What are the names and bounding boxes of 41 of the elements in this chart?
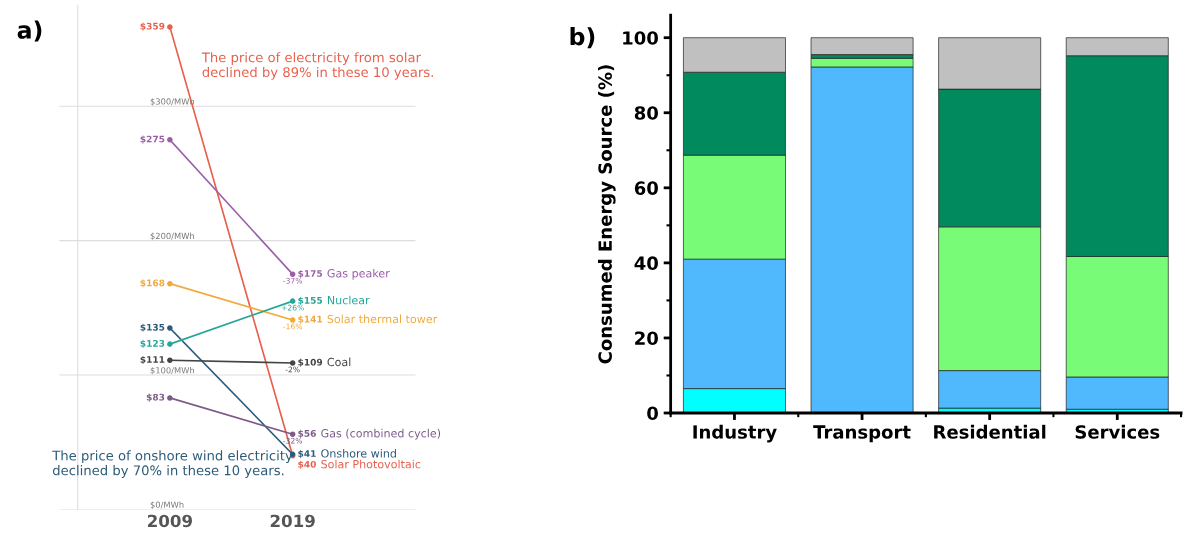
text: Coal — [327, 357, 351, 367]
data-label: $83 — [146, 393, 165, 402]
y-tick-label: 80 — [634, 106, 658, 120]
x-tick-label: Services — [1075, 424, 1160, 439]
annotation: The price of electricity from solar declined by 89% in these 10 years. — [201, 52, 433, 80]
data-label: $109 — [298, 358, 323, 367]
x-tick-label: 2019 — [270, 514, 315, 528]
data-label: $56 — [298, 429, 316, 439]
y-tick-label: 100 — [623, 31, 658, 45]
y-tick-label: 40 — [634, 256, 658, 270]
data-label: $40 — [298, 460, 316, 469]
x-tick-label: Transport — [813, 425, 911, 443]
text: Solar thermal tower — [327, 314, 438, 324]
y-tick-label: $0/MWh — [150, 501, 184, 509]
y-axis-title: Consumed Energy Source (%) — [597, 65, 616, 364]
x-tick-label: Industry — [693, 424, 777, 443]
text: Gas peaker — [327, 268, 390, 280]
x-tick-label: 2009 — [147, 514, 192, 528]
text: Solar Photovoltaic — [321, 459, 421, 469]
data-label: $41 — [298, 450, 316, 459]
data-label: $141 — [298, 315, 323, 324]
data-label: $123 — [140, 339, 165, 348]
y-tick-label: 20 — [635, 331, 658, 346]
y-tick-label: 0 — [647, 406, 658, 421]
y-tick-label: $100/MWh — [150, 367, 195, 375]
data-label: $135 — [140, 323, 165, 332]
data-label: $111 — [140, 355, 165, 365]
data-label: $275 — [140, 135, 165, 144]
data-label: $359 — [140, 22, 165, 31]
x-tick-label: Residential — [934, 424, 1046, 439]
text: Nuclear — [327, 295, 370, 305]
data-label: $175 — [298, 269, 323, 279]
data-label: $168 — [140, 279, 165, 288]
data-label: $155 — [298, 296, 323, 305]
y-tick-label: 60 — [634, 181, 658, 195]
text: Gas (combined cycle) — [321, 428, 441, 440]
text: a) — [17, 20, 42, 42]
y-tick-label: $200/MWh — [150, 232, 195, 241]
annotation: The price of onshore wind electricity declined by 70% in these 10 years. — [52, 450, 293, 478]
text: Onshore wind — [321, 448, 396, 458]
chart-title: b) — [570, 27, 595, 49]
